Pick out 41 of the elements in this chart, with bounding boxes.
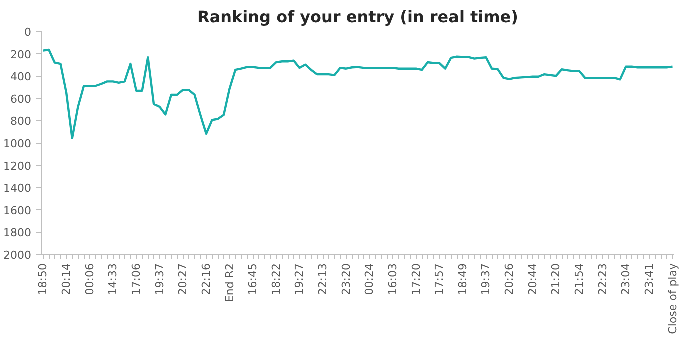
y-tick-label: 1000	[4, 138, 32, 150]
x-tick-label: 23:41	[642, 263, 656, 296]
x-tick-label: 23:04	[620, 263, 633, 296]
y-tick-label: 0	[24, 26, 32, 39]
x-tick-label: 17:20	[410, 263, 423, 296]
x-tick-label: 23:20	[340, 263, 353, 296]
x-tick-label: End R2	[223, 263, 236, 303]
line-series	[42, 48, 674, 140]
y-tick-label: 1600	[4, 204, 32, 218]
x-tick-label: 21:54	[572, 263, 586, 296]
x-tick-label: 18:50	[36, 263, 50, 296]
x-tick-label: 18:49	[456, 263, 470, 296]
y-tick-label: 800	[10, 115, 32, 128]
x-tick-label: 14:33	[106, 263, 120, 296]
y-tick-label: 1400	[4, 182, 32, 196]
x-tick-label: 21:20	[550, 263, 563, 296]
y-tick-label: 1200	[4, 160, 32, 173]
x-tick-label: 20:14	[60, 263, 74, 296]
x-tick-label: 00:06	[83, 263, 96, 296]
x-tick-label: 00:24	[363, 263, 376, 296]
x-tick-label: 16:03	[386, 263, 400, 296]
x-tick-label: 17:57	[433, 263, 446, 296]
x-tick-label: 17:06	[130, 263, 144, 296]
chart-title: Ranking of your entry (in real time)	[198, 8, 518, 26]
x-tick-label: Close of play	[666, 263, 680, 334]
x-tick-label: 22:23	[596, 263, 610, 296]
x-tick-label: 19:37	[153, 263, 166, 296]
x-tick-label: 18:22	[270, 263, 283, 296]
x-tick-label: 20:44	[526, 263, 540, 296]
x-tick-label: 22:13	[316, 263, 330, 296]
y-tick-label: 1800	[4, 226, 32, 240]
x-tick-label: 16:45	[246, 263, 260, 296]
y-tick-label: 200	[10, 48, 32, 62]
x-tick-label: 19:27	[293, 263, 306, 296]
x-tick-label: 22:16	[200, 263, 213, 296]
y-tick-label: 600	[10, 92, 32, 106]
x-tick-label: 20:27	[176, 263, 190, 296]
x-tick-label: 20:26	[503, 263, 516, 296]
x-tick-label: 19:37	[480, 263, 493, 296]
y-tick-label: 400	[10, 70, 32, 84]
y-tick-label: 2000	[4, 249, 32, 262]
